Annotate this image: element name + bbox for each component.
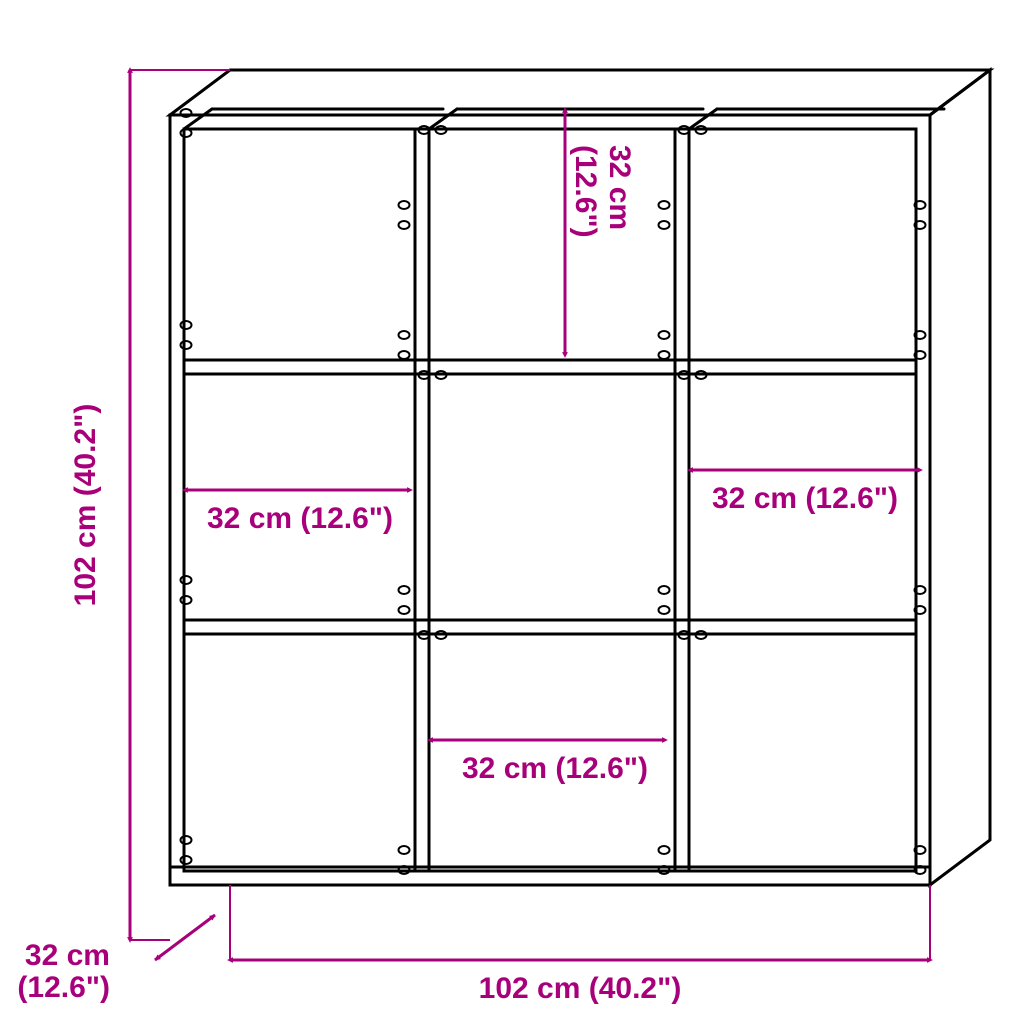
dimension-label: 32 cm (12.6") [712,482,898,515]
dimension-label: 32 cm (12.6") [462,752,648,785]
dimension-diagram: 102 cm (40.2")102 cm (40.2")32 cm(12.6")… [0,0,1024,1024]
dimension-label: 32 cm [603,145,636,230]
dimension-label: 102 cm (40.2") [479,972,682,1005]
dimension-label: 32 cm [25,939,110,972]
dimension-label: 102 cm (40.2") [69,404,102,607]
dimension-label: 32 cm (12.6") [207,502,393,535]
dimension-label: (12.6") [569,145,602,238]
dimension-label: (12.6") [17,971,110,1004]
